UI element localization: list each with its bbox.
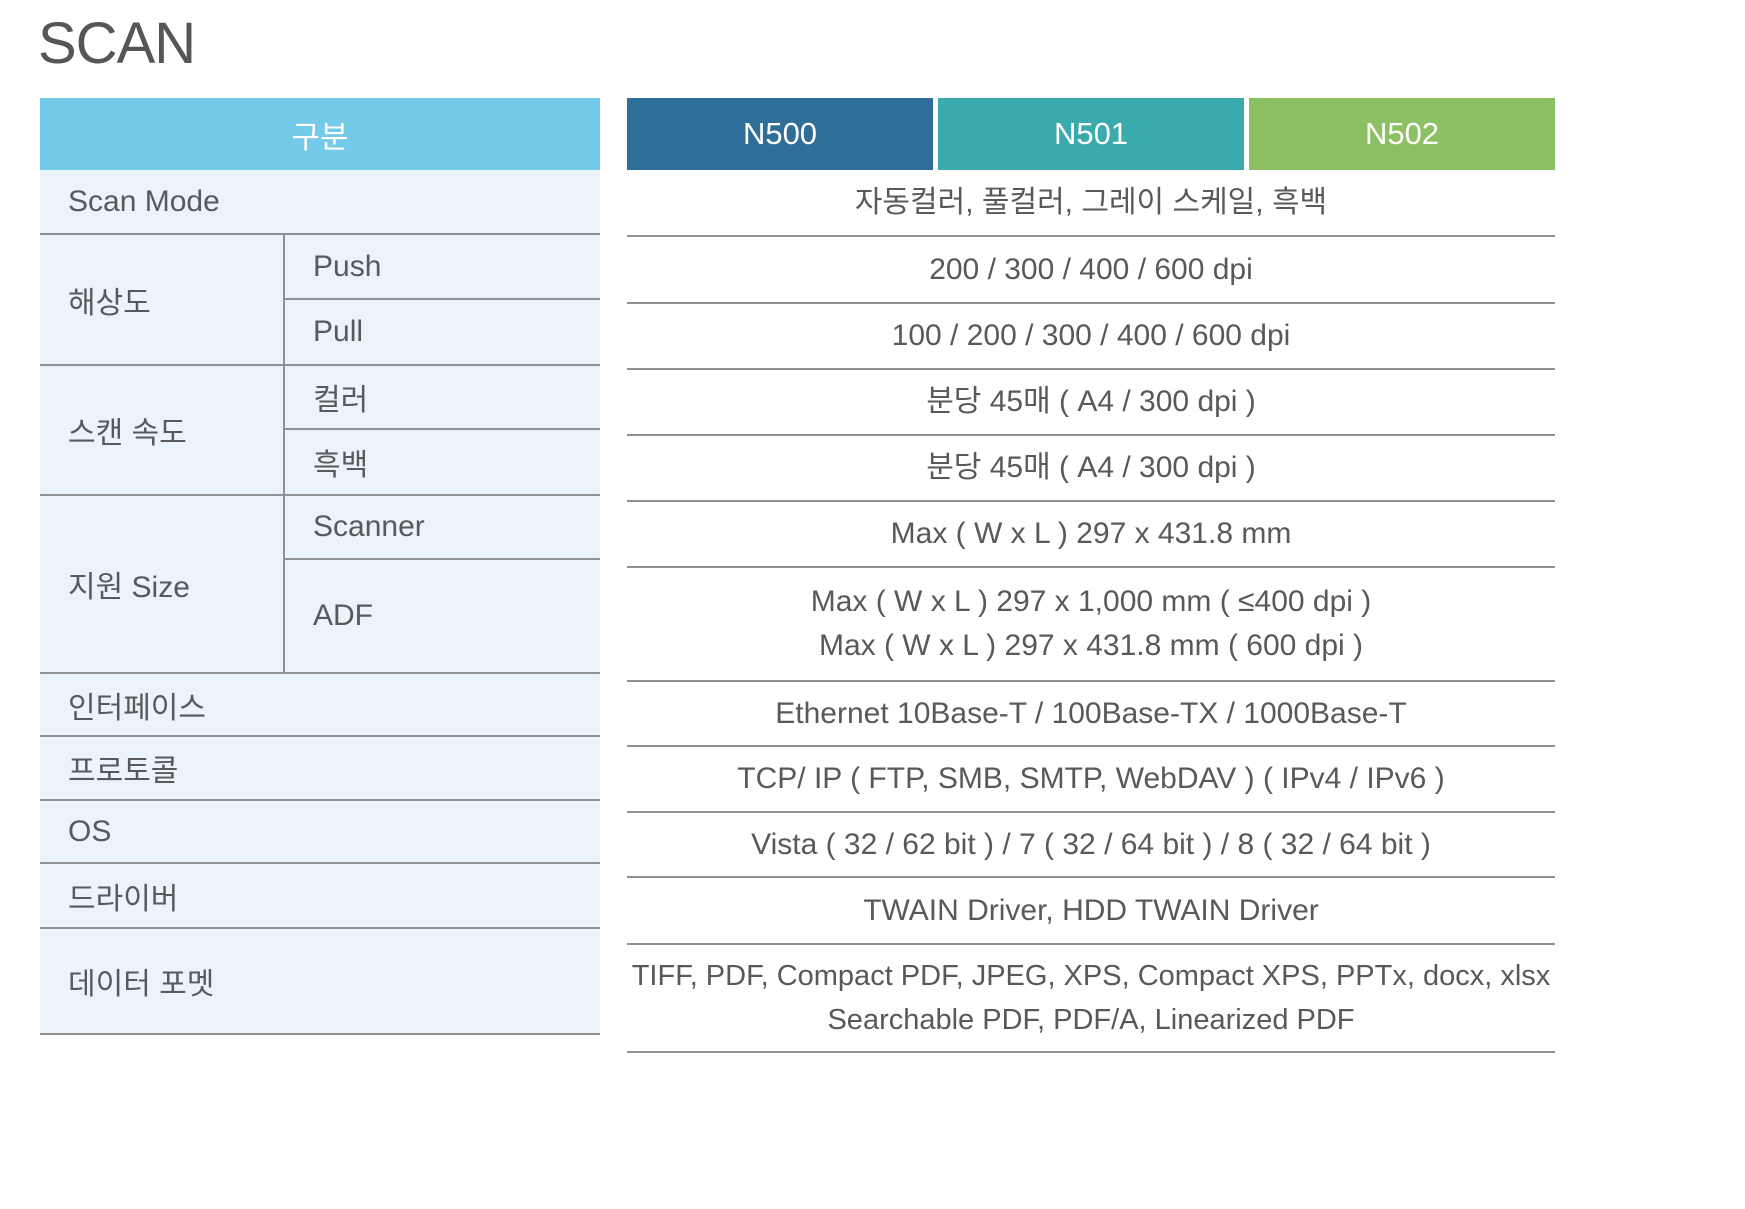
subcategory-color: 컬러 xyxy=(285,366,600,430)
value-resolution-push: 200 / 300 / 400 / 600 dpi xyxy=(627,237,1555,304)
category-group-resolution: 해상도 Push Pull xyxy=(40,235,600,366)
category-supported-size: 지원 Size xyxy=(68,571,190,604)
subcategory-mono: 흑백 xyxy=(313,449,369,482)
value-protocol: TCP/ IP ( FTP, SMB, SMTP, WebDAV ) ( IPv… xyxy=(627,747,1555,813)
spec-tables: 구분 Scan Mode 해상도 Push Pull 스캔 속도 컬러 흑백 지… xyxy=(40,98,1745,1053)
subcategory-scanner: Scanner xyxy=(285,496,600,560)
category-protocol: 프로토콜 xyxy=(40,737,600,801)
category-table-header: 구분 xyxy=(40,98,600,170)
value-size-adf: Max ( W x L ) 297 x 1,000 mm ( ≤400 dpi … xyxy=(627,568,1555,682)
category-os: OS xyxy=(40,801,600,864)
value-size-adf-line1: Max ( W x L ) 297 x 1,000 mm ( ≤400 dpi … xyxy=(810,585,1372,618)
category-table-body: Scan Mode 해상도 Push Pull 스캔 속도 컬러 흑백 지원 S… xyxy=(40,170,600,1035)
value-interface: Ethernet 10Base-T / 100Base-TX / 1000Bas… xyxy=(627,682,1555,747)
value-scan-speed-color: 분당 45매 ( A4 / 300 dpi ) xyxy=(627,370,1555,436)
value-driver: TWAIN Driver, HDD TWAIN Driver xyxy=(627,878,1555,945)
category-group-supported-size: 지원 Size Scanner ADF xyxy=(40,496,600,674)
model-header-row: N500 N501 N502 xyxy=(627,98,1555,170)
category-group-scan-speed: 스캔 속도 컬러 흑백 xyxy=(40,366,600,496)
category-data-format: 데이터 포멧 xyxy=(40,929,600,1035)
category-scan-speed: 스캔 속도 xyxy=(68,417,187,450)
value-data-format-line1: TIFF, PDF, Compact PDF, JPEG, XPS, Compa… xyxy=(631,960,1551,992)
model-header-n502: N502 xyxy=(1249,98,1555,170)
value-data-format-line2: Searchable PDF, PDF/A, Linearized PDF xyxy=(827,1004,1355,1036)
subcategory-pull: Pull xyxy=(313,315,364,348)
model-header-n500: N500 xyxy=(627,98,933,170)
subcategory-adf: ADF xyxy=(313,599,373,632)
value-data-format: TIFF, PDF, Compact PDF, JPEG, XPS, Compa… xyxy=(627,945,1555,1053)
category-driver: 드라이버 xyxy=(40,864,600,929)
value-resolution-pull: 100 / 200 / 300 / 400 / 600 dpi xyxy=(627,304,1555,370)
category-table: 구분 Scan Mode 해상도 Push Pull 스캔 속도 컬러 흑백 지… xyxy=(40,98,600,1053)
category-interface: 인터페이스 xyxy=(40,674,600,737)
value-scan-mode: 자동컬러, 풀컬러, 그레이 스케일, 흑백 xyxy=(627,170,1555,237)
value-os: Vista ( 32 / 62 bit ) / 7 ( 32 / 64 bit … xyxy=(627,813,1555,878)
value-size-adf-line2: Max ( W x L ) 297 x 431.8 mm ( 600 dpi ) xyxy=(818,629,1364,662)
model-table: N500 N501 N502 자동컬러, 풀컬러, 그레이 스케일, 흑백 20… xyxy=(627,98,1555,1053)
subcategory-push: Push xyxy=(285,235,600,300)
category-resolution: 해상도 xyxy=(68,286,151,320)
model-header-n501: N501 xyxy=(938,98,1244,170)
value-size-scanner: Max ( W x L ) 297 x 431.8 mm xyxy=(627,502,1555,568)
category-scan-mode: Scan Mode xyxy=(40,170,600,235)
page-title: SCAN xyxy=(38,11,196,76)
value-scan-speed-mono: 분당 45매 ( A4 / 300 dpi ) xyxy=(627,436,1555,502)
